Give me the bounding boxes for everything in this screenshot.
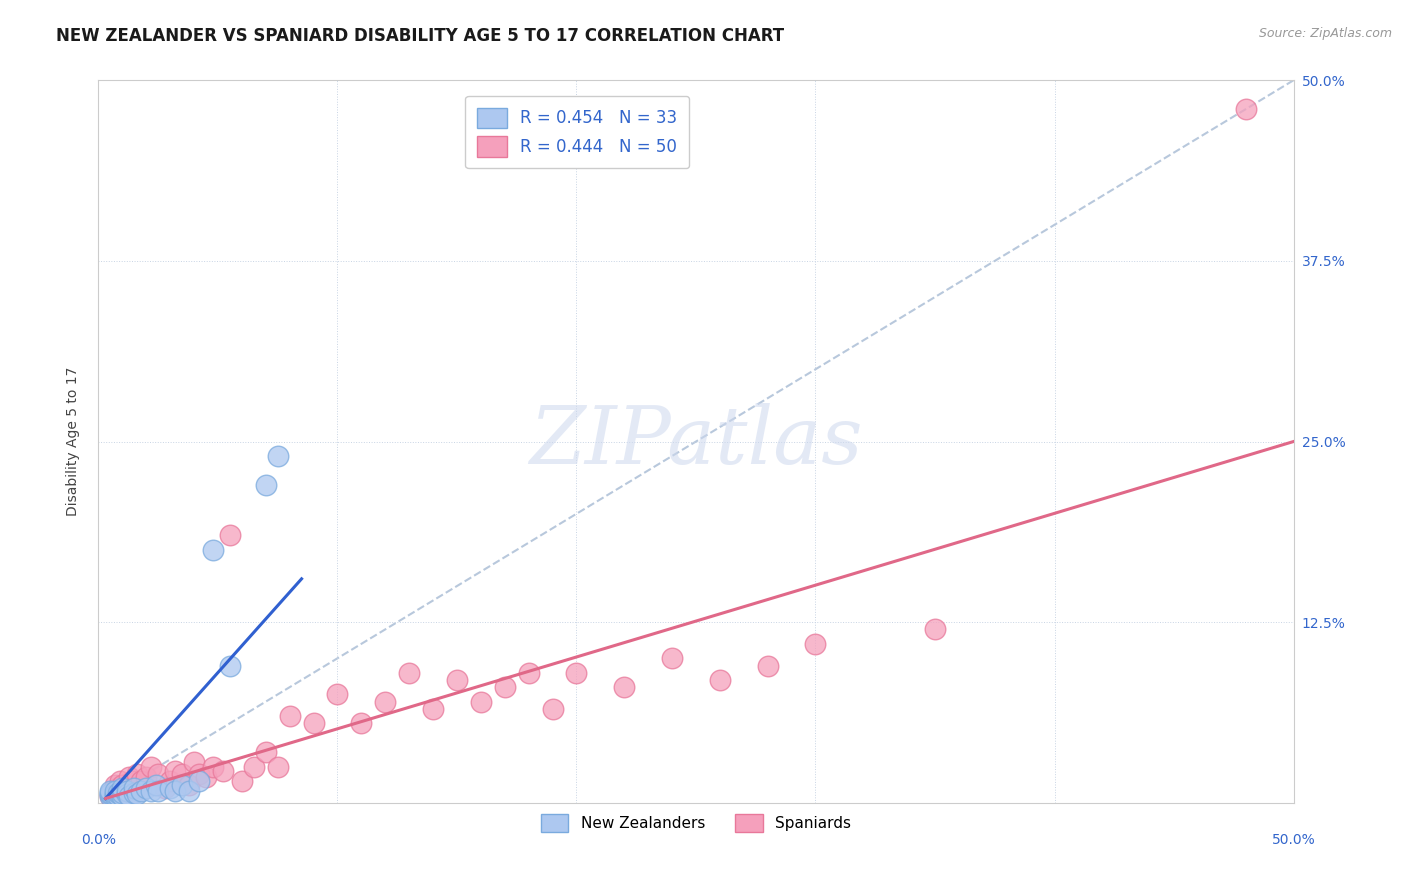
Point [111, 786, 134, 800]
Text: Source: ZipAtlas.com: Source: ZipAtlas.com [1258, 27, 1392, 40]
Point [243, 760, 266, 774]
Point [107, 786, 129, 800]
Point [183, 756, 205, 770]
Point [187, 774, 209, 789]
Point [172, 779, 194, 793]
Point [131, 774, 153, 789]
Point [163, 784, 186, 798]
Point [98, 789, 122, 803]
Point [179, 779, 201, 793]
Point [613, 680, 636, 694]
Point [98, 787, 122, 801]
Point [124, 784, 146, 798]
Point [107, 789, 129, 803]
Point [101, 784, 124, 798]
Point [187, 767, 209, 781]
Text: ZIPatlas: ZIPatlas [529, 403, 863, 480]
Point [804, 637, 827, 651]
Point [135, 770, 157, 784]
Point [517, 665, 540, 680]
Point [121, 774, 143, 789]
Point [302, 716, 325, 731]
Point [115, 784, 138, 798]
Point [139, 784, 162, 798]
Point [267, 760, 290, 774]
Text: 50.0%: 50.0% [1271, 833, 1316, 847]
Point [111, 789, 134, 803]
Point [179, 784, 201, 798]
Point [125, 787, 148, 801]
Point [374, 695, 396, 709]
Point [211, 764, 233, 778]
Point [219, 658, 242, 673]
Point [202, 542, 225, 557]
Point [756, 658, 779, 673]
Point [661, 651, 683, 665]
Point [254, 745, 277, 759]
Point [131, 784, 153, 798]
Point [135, 781, 157, 796]
Point [267, 449, 290, 463]
Point [202, 760, 225, 774]
Point [494, 680, 516, 694]
Point [1234, 102, 1257, 116]
Point [145, 779, 167, 793]
Point [118, 770, 141, 784]
Point [111, 781, 134, 796]
Point [446, 673, 468, 687]
Text: NEW ZEALANDER VS SPANIARD DISABILITY AGE 5 TO 17 CORRELATION CHART: NEW ZEALANDER VS SPANIARD DISABILITY AGE… [56, 27, 785, 45]
Point [565, 665, 588, 680]
Y-axis label: Disability Age 5 to 17: Disability Age 5 to 17 [66, 367, 80, 516]
Point [139, 760, 162, 774]
Point [231, 774, 253, 789]
Point [195, 770, 218, 784]
Point [108, 774, 131, 789]
Text: 0.0%: 0.0% [82, 833, 115, 847]
Point [98, 784, 122, 798]
Point [104, 779, 127, 793]
Point [115, 787, 138, 801]
Point [107, 781, 129, 796]
Point [172, 767, 194, 781]
Point [254, 478, 277, 492]
Point [159, 781, 181, 796]
Point [155, 781, 177, 796]
Point [163, 764, 186, 778]
Point [326, 687, 349, 701]
Point [124, 786, 146, 800]
Point [104, 789, 127, 803]
Point [148, 784, 170, 798]
Point [159, 774, 181, 789]
Point [98, 786, 122, 800]
Point [278, 709, 301, 723]
Point [124, 781, 146, 796]
Point [115, 781, 138, 796]
Point [350, 716, 373, 731]
Point [470, 695, 492, 709]
Point [398, 665, 420, 680]
Point [541, 702, 564, 716]
Point [125, 767, 148, 781]
Point [924, 623, 946, 637]
Point [709, 673, 731, 687]
Point [219, 528, 242, 542]
Point [118, 789, 141, 803]
Point [148, 767, 170, 781]
Point [422, 702, 444, 716]
Point [98, 789, 122, 803]
Point [108, 787, 131, 801]
Legend: New Zealanders, Spaniards: New Zealanders, Spaniards [534, 807, 858, 838]
Point [104, 784, 127, 798]
Point [104, 787, 127, 801]
Point [111, 779, 134, 793]
